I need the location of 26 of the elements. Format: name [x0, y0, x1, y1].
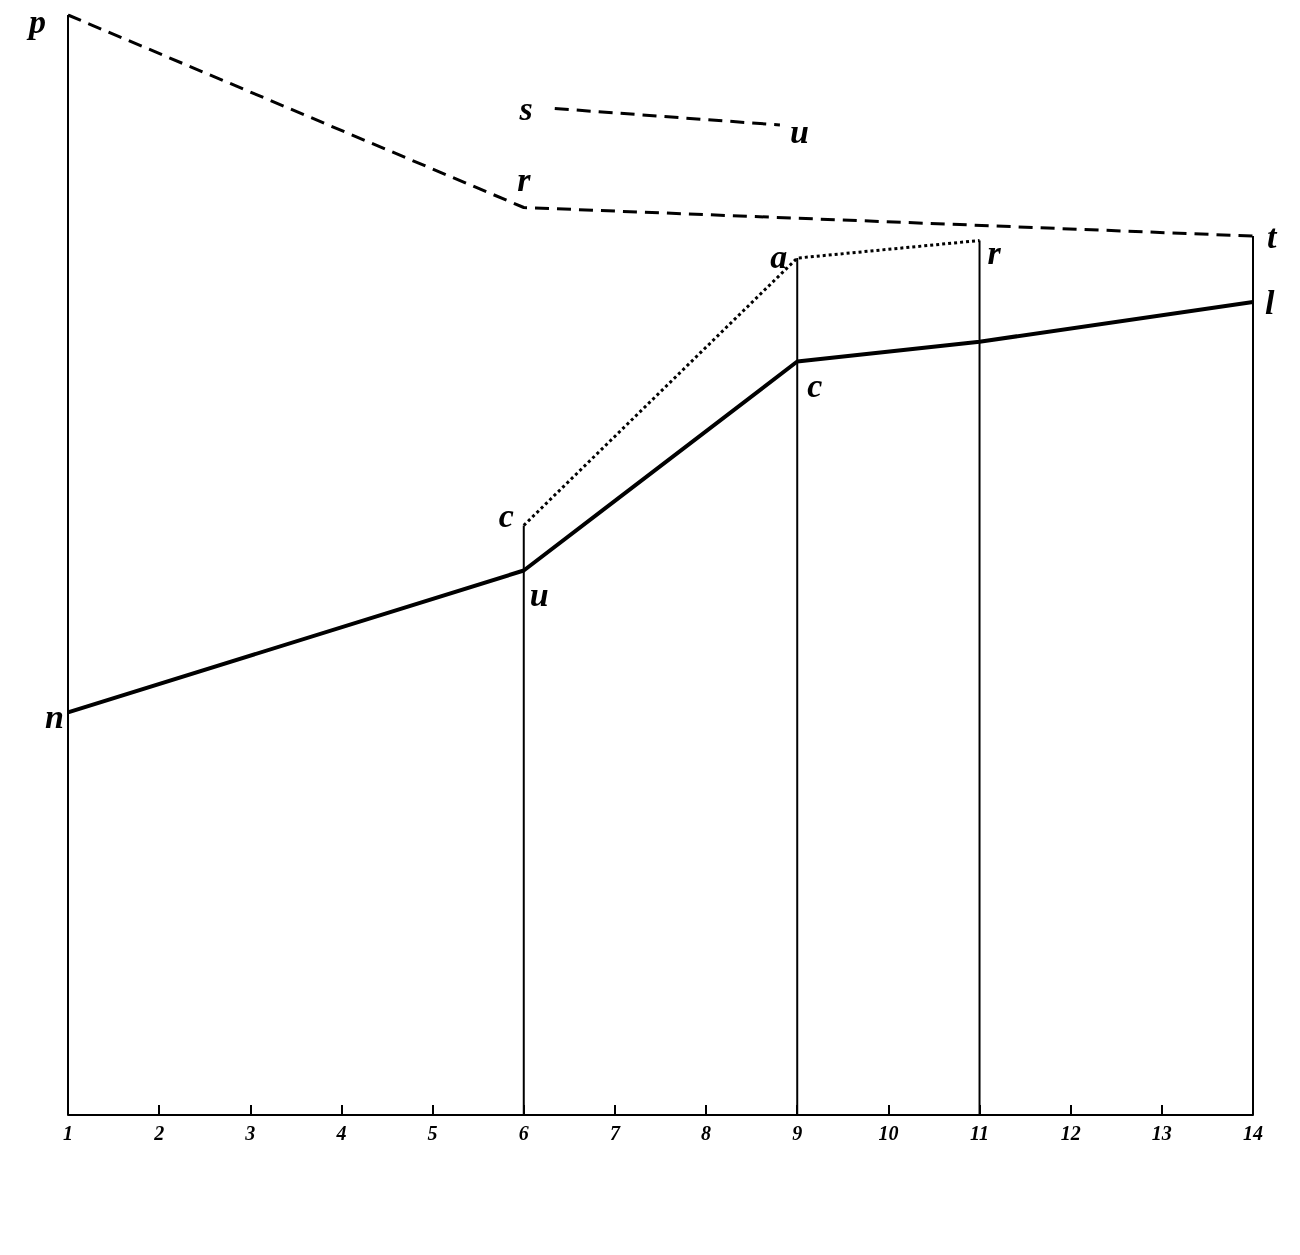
- annotation: r: [517, 161, 532, 198]
- annotation: u: [529, 576, 549, 613]
- x-tick-label: 4: [335, 1122, 347, 1144]
- x-tick-label: 5: [427, 1122, 438, 1144]
- x-tick-label: 6: [518, 1122, 529, 1144]
- annotation: u: [789, 112, 809, 150]
- x-tick-label: 7: [609, 1122, 621, 1144]
- annotation: c: [498, 496, 514, 534]
- x-tick-label: 13: [1151, 1122, 1172, 1144]
- annotation: a: [770, 237, 788, 275]
- x-tick-label: 1: [63, 1122, 73, 1144]
- annotation: p: [26, 2, 46, 40]
- annotation: l: [1265, 283, 1275, 321]
- x-tick-label: 12: [1060, 1122, 1081, 1144]
- annotation: c: [807, 367, 823, 404]
- x-tick-label: 8: [701, 1122, 712, 1144]
- annotation: t: [1267, 217, 1278, 255]
- x-tick-label: 9: [792, 1122, 803, 1144]
- x-tick-label: 10: [878, 1122, 899, 1144]
- x-tick-label: 11: [970, 1122, 989, 1144]
- annotation: r: [987, 234, 1002, 271]
- annotation: n: [45, 697, 64, 735]
- x-tick-label: 3: [244, 1122, 256, 1144]
- x-tick-label: 14: [1243, 1122, 1263, 1144]
- x-tick-label: 2: [153, 1122, 165, 1144]
- annotation: s: [518, 90, 533, 127]
